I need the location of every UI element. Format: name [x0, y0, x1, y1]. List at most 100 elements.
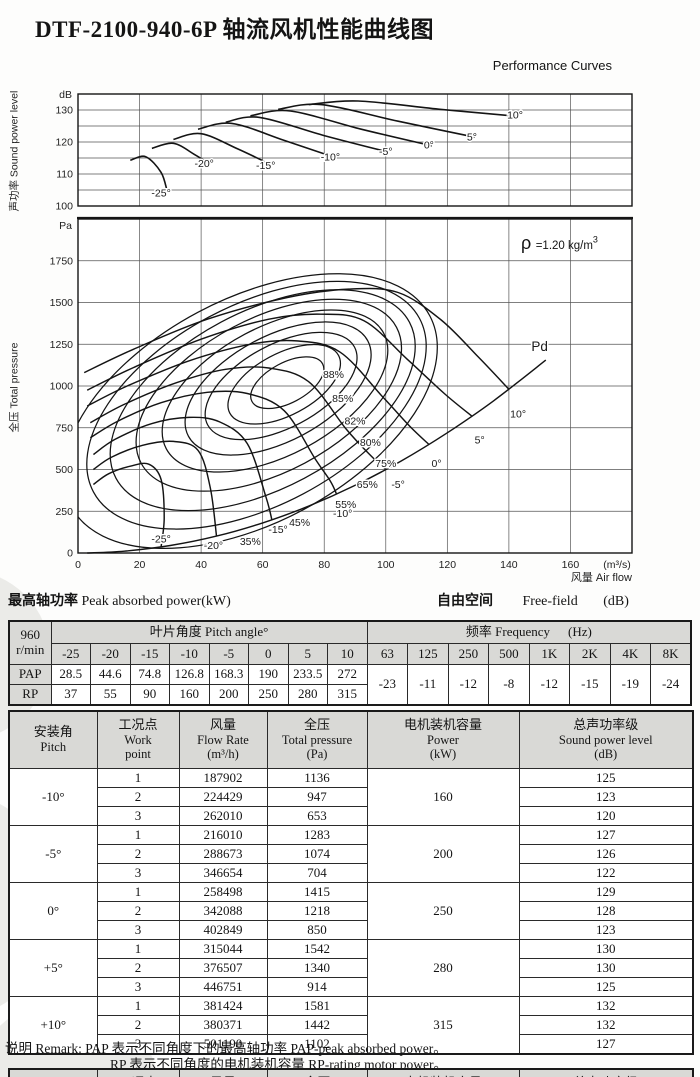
- pitch-cell: -5°: [8, 825, 98, 883]
- sound-curve-label: 0°: [424, 139, 434, 151]
- rp-value: 280: [287, 684, 328, 706]
- pap-value: 233.5: [287, 664, 328, 685]
- work-point-cell: 2: [96, 958, 180, 978]
- pap-value: 272: [327, 664, 368, 685]
- power-cell: 250: [366, 882, 520, 940]
- power-cell: 280: [366, 939, 520, 997]
- sound-curve-5°: [277, 103, 476, 138]
- sound-power-level-cell: 120: [518, 806, 694, 826]
- pressure-ytick: 1500: [50, 297, 74, 309]
- pitch-curve--5°: [89, 366, 387, 471]
- work-point-cell: 1: [96, 882, 180, 902]
- angle-col-header: -15: [129, 643, 170, 665]
- pitch-curve--25°: [92, 462, 165, 548]
- pressure-ytick: 1000: [50, 381, 74, 393]
- sound-curve-label: -5°: [379, 146, 393, 158]
- pressure-xtick: 40: [195, 559, 207, 571]
- sound-power-level-cell: 125: [518, 768, 694, 788]
- total-pressure-cell: 1136: [266, 768, 368, 788]
- total-pressure-cell: 947: [266, 787, 368, 807]
- peak-power-frequency-table: 960 r/min 叶片角度 Pitch angle° 频率 Frequency (Hz…: [8, 620, 693, 706]
- pressure-label-10°: 10°: [510, 409, 526, 421]
- pressure-label-Pd: Pd: [531, 339, 548, 354]
- sound-power-level-cell: 132: [518, 996, 694, 1016]
- flow-rate-cell: 262010: [178, 806, 268, 826]
- freq-correction-value: -11: [407, 664, 449, 706]
- freq-correction-value: -23: [366, 664, 409, 706]
- sound-curve-label: -10°: [321, 152, 340, 164]
- pressure-ytick: 750: [55, 422, 73, 434]
- peak-power-caption-zh: 最高轴功率: [8, 594, 78, 609]
- pressure-ytick: 0: [67, 548, 73, 560]
- pressure-label-80%: 80%: [360, 437, 381, 449]
- remark-note: 说明 Remark: PAP 表示不同角度下的最高轴功率 PAP-peak ab…: [5, 1041, 447, 1072]
- remark-line-2: RP 表示不同角度的电机装机容量 RP-rating motor power。: [110, 1056, 447, 1072]
- sound-power-level-cell: 122: [518, 863, 694, 883]
- remark-line-1: 说明 Remark: PAP 表示不同角度下的最高轴功率 PAP-peak ab…: [5, 1041, 447, 1056]
- rpm-cell: 960 r/min: [8, 620, 52, 665]
- angle-col-header: 5: [287, 643, 328, 665]
- rp-value: 37: [50, 684, 91, 706]
- freq-col-header: 125: [407, 643, 449, 665]
- work-point-cell: 1: [96, 768, 180, 788]
- rp-value: 315: [327, 684, 368, 706]
- total-pressure-cell: 1415: [266, 882, 368, 902]
- work-point-cell: 2: [96, 901, 180, 921]
- free-field-caption-zh: 自由空间: [437, 594, 493, 609]
- pressure-xtick: 140: [500, 559, 518, 571]
- pressure-xtick: 20: [134, 559, 146, 571]
- power-cell: 315: [366, 996, 520, 1055]
- page-title: DTF-2100-940-6P 轴流风机性能曲线图: [35, 17, 435, 42]
- freq-col-header: 4K: [609, 643, 652, 665]
- pressure-label-65%: 65%: [357, 479, 378, 491]
- sound-power-level-cell: 130: [518, 939, 694, 959]
- sound-chart-y-axis-label: 声功率 Sound power level: [8, 90, 21, 212]
- angle-col-header: -25: [50, 643, 91, 665]
- flow-rate-cell: 342088: [178, 901, 268, 921]
- performance-curves-label: Performance Curves: [492, 58, 612, 73]
- frequency-header: 频率 Frequency (Hz): [366, 620, 692, 644]
- freq-correction-value: -19: [609, 664, 652, 706]
- density-value: =1.20 kg/m: [535, 240, 593, 252]
- freq-correction-value: -15: [569, 664, 611, 706]
- pressure-label--15°: -15°: [268, 524, 287, 536]
- pressure-label--10°: -10°: [333, 508, 352, 520]
- pap-value: 168.3: [208, 664, 249, 685]
- pressure-ytick: 1750: [50, 255, 74, 267]
- frequency-header-text: (Hz): [568, 624, 592, 640]
- peak-power-caption-en: Peak absorbed power(kW): [78, 594, 231, 609]
- work-point-cell: 2: [96, 1015, 180, 1035]
- freq-correction-value: -8: [488, 664, 530, 706]
- total-pressure-cell: 1542: [266, 939, 368, 959]
- flow-rate-cell: 288673: [178, 844, 268, 864]
- power-cell: 200: [366, 825, 520, 883]
- total-pressure-cell: 653: [266, 806, 368, 826]
- efficiency-contour-85%: [227, 343, 342, 425]
- total-pressure-cell: 1442: [266, 1015, 368, 1035]
- total-pressure-cell: 1581: [266, 996, 368, 1016]
- flow-rate-cell: 216010: [178, 825, 268, 845]
- flow-rate-cell: 346654: [178, 863, 268, 883]
- sound-curve-label: -20°: [195, 158, 214, 170]
- angle-col-header: 10: [327, 643, 368, 665]
- sound-curve--15°: [173, 132, 273, 166]
- pressure-xtick: 120: [439, 559, 457, 571]
- rho-symbol: ρ: [521, 233, 532, 253]
- work-point-cell: 3: [96, 863, 180, 883]
- pressure-label-5°: 5°: [475, 435, 485, 447]
- sound-power-level-cell: 127: [518, 825, 694, 845]
- sound-power-level-cell: 125: [518, 977, 694, 997]
- pitch-curve--10°: [89, 390, 338, 495]
- pap-value: 28.5: [50, 664, 91, 685]
- pitch-curve--20°: [92, 440, 218, 537]
- efficiency-contour-45%: [86, 280, 427, 530]
- total-pressure-cell: 1218: [266, 901, 368, 921]
- sound-plot-area: [78, 94, 632, 206]
- sound-power-level-cell: 130: [518, 958, 694, 978]
